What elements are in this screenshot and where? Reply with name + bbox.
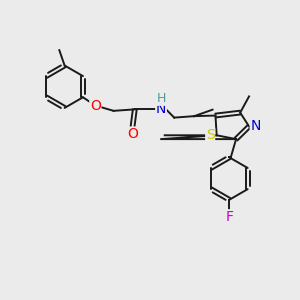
Text: N: N bbox=[156, 102, 166, 116]
Text: N: N bbox=[250, 119, 261, 134]
Text: F: F bbox=[225, 210, 233, 224]
Text: O: O bbox=[127, 127, 138, 141]
Text: S: S bbox=[206, 128, 214, 142]
Text: H: H bbox=[156, 92, 166, 105]
Text: O: O bbox=[90, 98, 101, 112]
